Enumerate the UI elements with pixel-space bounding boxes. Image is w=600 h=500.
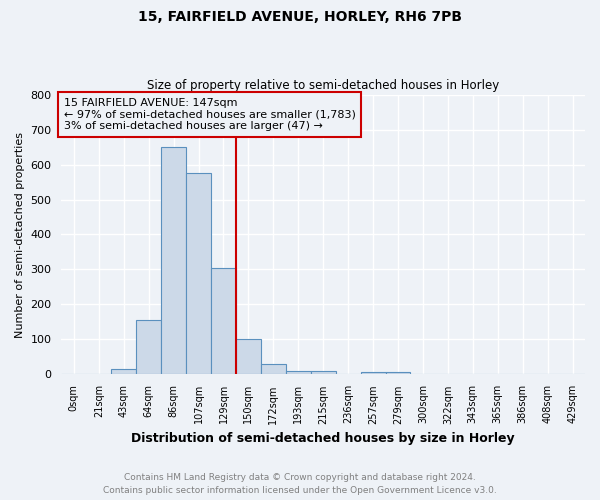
Text: Contains HM Land Registry data © Crown copyright and database right 2024.
Contai: Contains HM Land Registry data © Crown c… <box>103 474 497 495</box>
Bar <box>386 372 410 374</box>
Bar <box>361 372 386 374</box>
Text: 15, FAIRFIELD AVENUE, HORLEY, RH6 7PB: 15, FAIRFIELD AVENUE, HORLEY, RH6 7PB <box>138 10 462 24</box>
Bar <box>186 174 211 374</box>
Bar <box>311 371 335 374</box>
Bar <box>236 340 261 374</box>
Text: 15 FAIRFIELD AVENUE: 147sqm
← 97% of semi-detached houses are smaller (1,783)
3%: 15 FAIRFIELD AVENUE: 147sqm ← 97% of sem… <box>64 98 356 132</box>
Bar <box>261 364 286 374</box>
Bar <box>136 320 161 374</box>
Title: Size of property relative to semi-detached houses in Horley: Size of property relative to semi-detach… <box>147 79 499 92</box>
Bar <box>211 268 236 374</box>
Bar <box>161 147 186 374</box>
Bar <box>111 369 136 374</box>
Y-axis label: Number of semi-detached properties: Number of semi-detached properties <box>15 132 25 338</box>
X-axis label: Distribution of semi-detached houses by size in Horley: Distribution of semi-detached houses by … <box>131 432 515 445</box>
Bar <box>286 371 311 374</box>
